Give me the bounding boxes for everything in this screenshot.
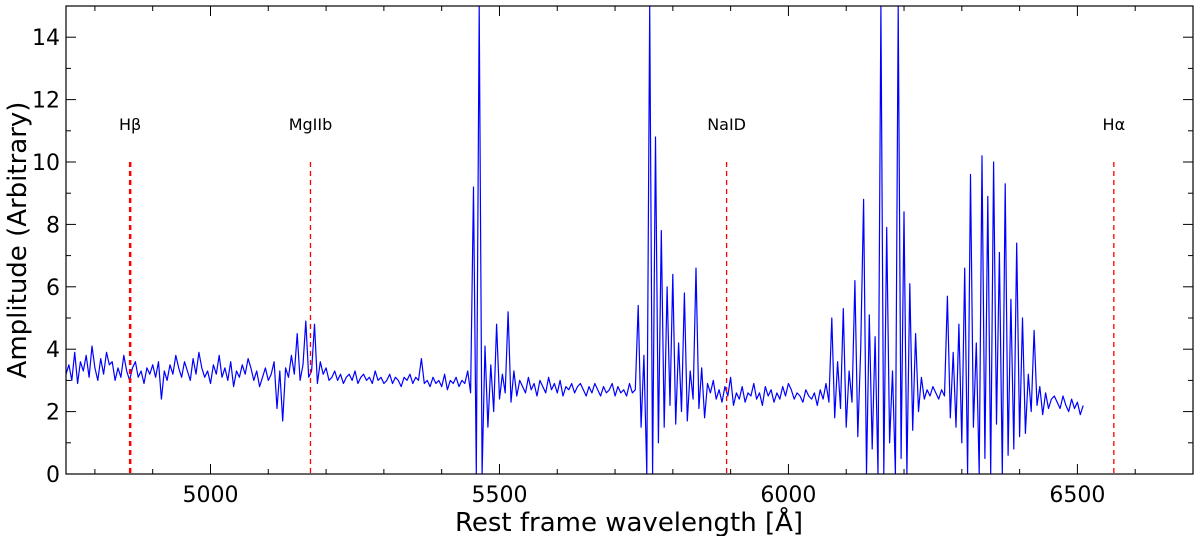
data-layer	[66, 6, 1084, 474]
y-tick-label: 6	[46, 276, 60, 301]
x-tick-label: 5000	[182, 483, 238, 508]
y-tick-label: 14	[32, 26, 60, 51]
spectral-line-label: NaID	[707, 115, 746, 134]
y-tick-label: 2	[46, 401, 60, 426]
y-tick-label: 12	[32, 89, 60, 114]
plot-frame	[65, 5, 1194, 475]
x-axis-title: Rest frame wavelength [Å]	[455, 506, 803, 536]
axis-layer: 5000 5500 6000 6500 0 2 4 6 8 10 12 14	[32, 5, 1194, 508]
spectrum-series-line	[66, 6, 1084, 474]
annotation-layer: Hβ MgIIb NaID Hα	[119, 115, 1125, 474]
x-tick-label: 6500	[1049, 483, 1105, 508]
y-tick-label: 10	[32, 151, 60, 176]
spectral-line-label: Hβ	[119, 115, 141, 134]
spectral-line-label: Hα	[1103, 115, 1126, 134]
y-axis-title: Amplitude (Arbitrary)	[3, 102, 33, 379]
y-tick-label: 0	[46, 463, 60, 488]
y-tick-label: 8	[46, 213, 60, 238]
x-tick-label: 6000	[760, 483, 816, 508]
spectral-line-label: MgIIb	[289, 115, 333, 134]
x-tick-label: 5500	[471, 483, 527, 508]
y-tick-label: 4	[46, 338, 60, 363]
